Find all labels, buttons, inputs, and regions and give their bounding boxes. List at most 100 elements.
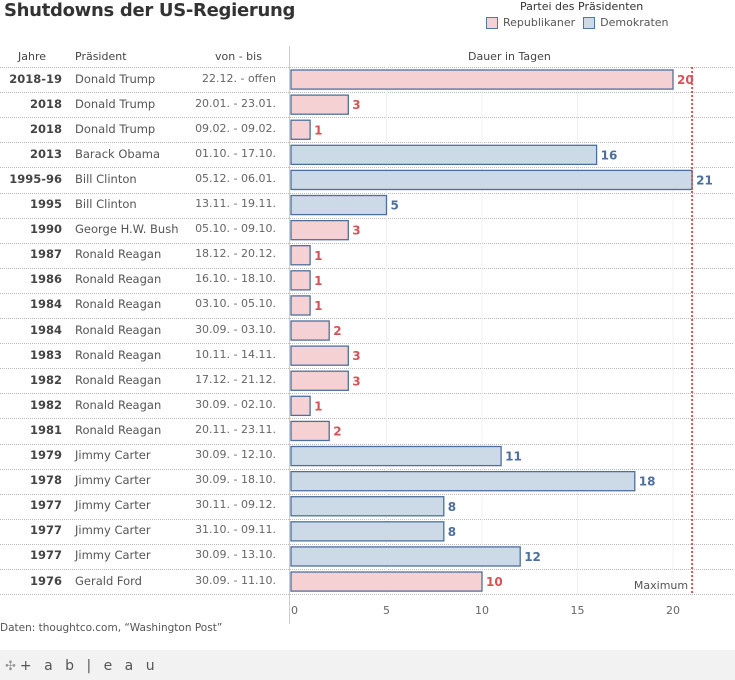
bar[interactable] [290, 69, 674, 90]
row-president: Jimmy Carter [75, 498, 151, 513]
header-president: Präsident [75, 50, 127, 63]
row-divider [0, 518, 733, 520]
bar[interactable] [290, 496, 445, 517]
legend-title: Partei des Präsidenten [520, 0, 644, 13]
row-president: Ronald Reagan [75, 422, 162, 437]
bar[interactable] [290, 144, 598, 166]
row-year: 1986 [29, 272, 62, 287]
axis-title: Dauer in Tagen [468, 50, 551, 63]
bar-value-label: 1 [314, 299, 322, 313]
bar[interactable] [290, 245, 311, 266]
row-divider [0, 368, 733, 370]
row-divider [0, 493, 733, 495]
row-dates: 30.11. - 09.12. [195, 498, 276, 512]
tableau-logo[interactable]: ✣ + a b | e a u [5, 658, 159, 674]
x-tick-label: 5 [383, 604, 390, 617]
row-year: 1990 [29, 222, 62, 237]
row-year: 1979 [29, 448, 62, 463]
row-dates: 16.10. - 18.10. [195, 272, 276, 286]
bar-value-label: 8 [448, 500, 456, 514]
bar[interactable] [290, 370, 349, 391]
bar[interactable] [290, 420, 330, 442]
tableau-logo-text: + a b | e a u [19, 658, 159, 674]
bar[interactable] [290, 571, 483, 592]
row-divider [0, 267, 733, 269]
row-divider [0, 292, 733, 294]
row-dates: 17.12. - 21.12. [195, 372, 276, 386]
row-divider [0, 92, 733, 94]
row-president: Barack Obama [75, 146, 160, 161]
row-president: George H.W. Bush [75, 222, 179, 237]
bar[interactable] [290, 470, 636, 492]
bar-value-label: 2 [333, 424, 341, 438]
bar[interactable] [290, 270, 311, 291]
row-dates: 30.09. - 02.10. [195, 397, 276, 411]
row-dates: 05.12. - 06.01. [195, 171, 276, 185]
row-dates: 01.10. - 17.10. [195, 146, 276, 160]
row-president: Jimmy Carter [75, 548, 151, 563]
row-divider [0, 418, 733, 420]
row-president: Donald Trump [75, 71, 156, 86]
row-year: 1982 [29, 397, 62, 412]
row-divider [0, 192, 733, 194]
row-president: Donald Trump [75, 121, 156, 136]
row-year: 1995 [29, 197, 62, 212]
row-president: Gerald Ford [75, 573, 142, 588]
row-divider [0, 443, 733, 445]
bar[interactable] [290, 219, 349, 241]
bar[interactable] [290, 320, 330, 341]
bar[interactable] [290, 521, 445, 542]
bar[interactable] [290, 445, 502, 467]
row-president: Ronald Reagan [75, 397, 162, 412]
row-president: Jimmy Carter [75, 523, 151, 538]
row-dates: 09.02. - 09.02. [195, 121, 276, 135]
bar[interactable] [290, 295, 311, 316]
row-president: Ronald Reagan [75, 272, 162, 287]
x-tick-label: 0 [291, 604, 298, 617]
row-president: Bill Clinton [75, 197, 137, 212]
legend-item-demokraten[interactable]: Demokraten [583, 16, 669, 29]
bar-value-label: 18 [639, 475, 656, 489]
legend-swatch-demokraten [583, 16, 596, 29]
row-year: 1987 [29, 247, 62, 262]
row-president: Jimmy Carter [75, 448, 151, 463]
row-year: 1977 [29, 523, 62, 538]
row-year: 1995-96 [9, 171, 62, 186]
row-dates: 30.09. - 13.10. [195, 548, 276, 562]
bar[interactable] [290, 194, 388, 216]
legend-item-republikaner[interactable]: Republikaner [486, 16, 575, 29]
bar-value-label: 8 [448, 525, 456, 539]
bar-value-label: 1 [314, 123, 322, 137]
row-divider [0, 117, 733, 119]
bar[interactable] [290, 345, 349, 366]
row-divider [0, 318, 733, 319]
header-dates: von - bis [215, 50, 262, 63]
row-dates: 30.09. - 18.10. [195, 473, 276, 487]
header-divider [0, 67, 733, 68]
bar-value-label: 2 [333, 324, 341, 338]
row-divider [0, 343, 733, 345]
header-year: Jahre [18, 50, 47, 63]
row-year: 1977 [29, 548, 62, 563]
bar[interactable] [290, 169, 693, 191]
row-dates: 10.11. - 14.11. [195, 347, 276, 361]
x-tick-label: 20 [666, 604, 680, 617]
bar-value-label: 21 [696, 173, 713, 187]
row-dates: 30.09. - 11.10. [195, 573, 276, 587]
tableau-cross-icon: ✣ [5, 659, 16, 674]
tableau-footer: ✣ + a b | e a u [0, 650, 735, 680]
row-divider [0, 543, 733, 545]
bar-value-label: 16 [601, 148, 618, 162]
bar[interactable] [290, 119, 311, 140]
maximum-label: Maximum [634, 579, 688, 592]
bar[interactable] [290, 546, 521, 567]
row-divider [0, 142, 733, 144]
row-year: 2018-19 [9, 71, 62, 86]
row-year: 1983 [29, 347, 62, 362]
row-dates: 31.10. - 09.11. [195, 523, 276, 537]
row-dates: 13.11. - 19.11. [195, 197, 276, 211]
row-divider [0, 468, 733, 470]
bar[interactable] [290, 94, 349, 115]
bar[interactable] [290, 395, 311, 417]
